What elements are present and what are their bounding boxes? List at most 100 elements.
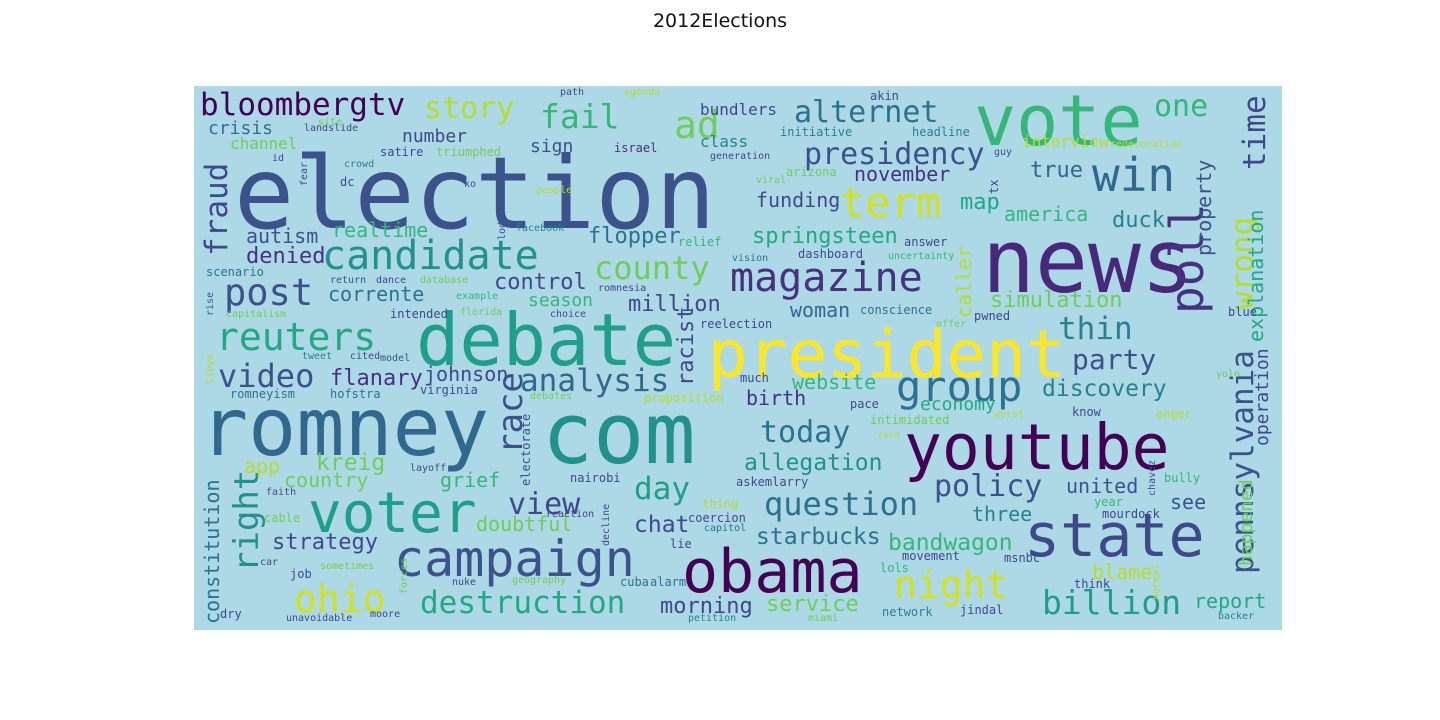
word-interview: interview — [1022, 132, 1109, 151]
word-channel: channel — [230, 134, 298, 153]
word-moore: moore — [370, 609, 401, 620]
word-database: database — [420, 275, 469, 286]
word-bundlers: bundlers — [700, 100, 778, 119]
word-policy: policy — [934, 469, 1043, 504]
word-group: group — [896, 362, 1023, 411]
word-capitalism: capitalism — [226, 309, 287, 320]
word-morning: morning — [660, 594, 753, 619]
word-question: question — [764, 485, 919, 523]
word-dance: dance — [376, 275, 407, 286]
word-thing: thing — [702, 497, 739, 511]
word-time: time — [1237, 95, 1273, 170]
word-strategy: strategy — [272, 530, 378, 555]
word-corrente: corrente — [328, 282, 425, 306]
word-presidency: presidency — [804, 137, 985, 172]
word-website: website — [792, 370, 877, 394]
word-reaction: reaction — [546, 509, 595, 520]
word-tweet: tweet — [302, 351, 333, 362]
word-sign: sign — [530, 136, 574, 157]
word-voter: voter — [308, 481, 477, 546]
word-fail: fail — [540, 97, 620, 136]
word-reuters: reuters — [216, 315, 377, 359]
word-blame: blame — [1092, 560, 1153, 584]
word-class: class — [700, 132, 749, 151]
word-coercion: coercion — [688, 511, 746, 525]
word-anger: anger — [1156, 407, 1193, 421]
word-number: number — [402, 126, 468, 147]
word-one: one — [1154, 89, 1209, 124]
word-country: country — [284, 468, 369, 492]
word-example: example — [456, 291, 499, 302]
word-operation: operation — [1252, 348, 1273, 446]
word-race-small: race — [878, 431, 900, 441]
word-november: november — [854, 162, 951, 186]
word-app: app — [244, 454, 281, 478]
word-cable: cable — [264, 511, 301, 525]
word-nairobi: nairobi — [570, 471, 621, 485]
word-alternet: alternet — [794, 95, 939, 130]
word-lodge: lodge — [497, 209, 508, 240]
word-nuke: nuke — [452, 577, 477, 588]
word-layoff: layoff — [410, 463, 447, 474]
word-woman: woman — [790, 298, 851, 322]
word-florida: florida — [460, 307, 503, 318]
word-romneyism: romneyism — [230, 387, 296, 401]
word-news: news — [982, 210, 1194, 313]
word-today: today — [760, 415, 851, 450]
word-choice: choice — [550, 309, 587, 320]
word-id: id — [272, 153, 285, 164]
word-fear: fear — [299, 161, 310, 186]
word-ohio: ohio — [294, 577, 386, 621]
word-birth: birth — [746, 386, 807, 410]
word-state: state — [1024, 501, 1205, 571]
word-offer: offer — [936, 319, 967, 330]
word-year: year — [1094, 495, 1123, 509]
word-scenario: scenario — [206, 265, 264, 279]
word-true: true — [1030, 158, 1083, 183]
word-crowd: crowd — [344, 159, 375, 170]
word-worst: worst — [994, 409, 1025, 420]
word-uncertainty: uncertainty — [888, 251, 955, 262]
word-united: united — [1066, 474, 1139, 498]
word-msnbc: msnbc — [1004, 551, 1041, 565]
word-youtube: youtube — [904, 411, 1170, 484]
word-blue: blue — [1228, 305, 1257, 319]
word-magazine: magazine — [730, 255, 923, 301]
word-control: control — [494, 270, 587, 295]
word-forces: forces — [399, 557, 410, 594]
word-answer: answer — [904, 235, 948, 249]
word-jindal: jindal — [960, 603, 1004, 617]
word-much: much — [740, 371, 769, 385]
word-flopper: flopper — [588, 224, 681, 249]
word-map: map — [960, 190, 1000, 215]
word-decline: decline — [601, 503, 612, 546]
word-headline: headline — [912, 125, 970, 139]
word-virginia: virginia — [420, 383, 478, 397]
word-autism: autism — [246, 224, 319, 248]
word-path: path — [560, 87, 585, 98]
word-romnesia: romnesia — [598, 283, 647, 294]
word-job: job — [290, 567, 312, 581]
word-arizona: arizona — [786, 165, 837, 179]
word-pace: pace — [850, 397, 879, 411]
word-economy: economy — [920, 394, 996, 415]
word-unavoidable: unavoidable — [286, 613, 353, 624]
word-flanary: flanary — [330, 366, 423, 391]
word-day: day — [634, 471, 690, 507]
word-realtime: realtime — [332, 218, 429, 242]
word-alarm: alarm — [650, 575, 687, 589]
word-johnson: johnson — [424, 362, 509, 386]
word-com: com — [542, 385, 696, 484]
word-geography: geography — [512, 575, 567, 586]
word-racist: racist — [674, 306, 699, 386]
word-akin: akin — [870, 89, 899, 103]
word-debates: debates — [530, 391, 573, 402]
word-dashboard: dashboard — [798, 247, 864, 261]
word-faith: faith — [266, 487, 297, 498]
word-generation: generation — [710, 151, 771, 162]
word-million: million — [628, 292, 721, 317]
word-billion: billion — [1042, 583, 1182, 622]
word-caller: caller — [952, 245, 976, 318]
word-allegation: allegation — [744, 450, 883, 476]
